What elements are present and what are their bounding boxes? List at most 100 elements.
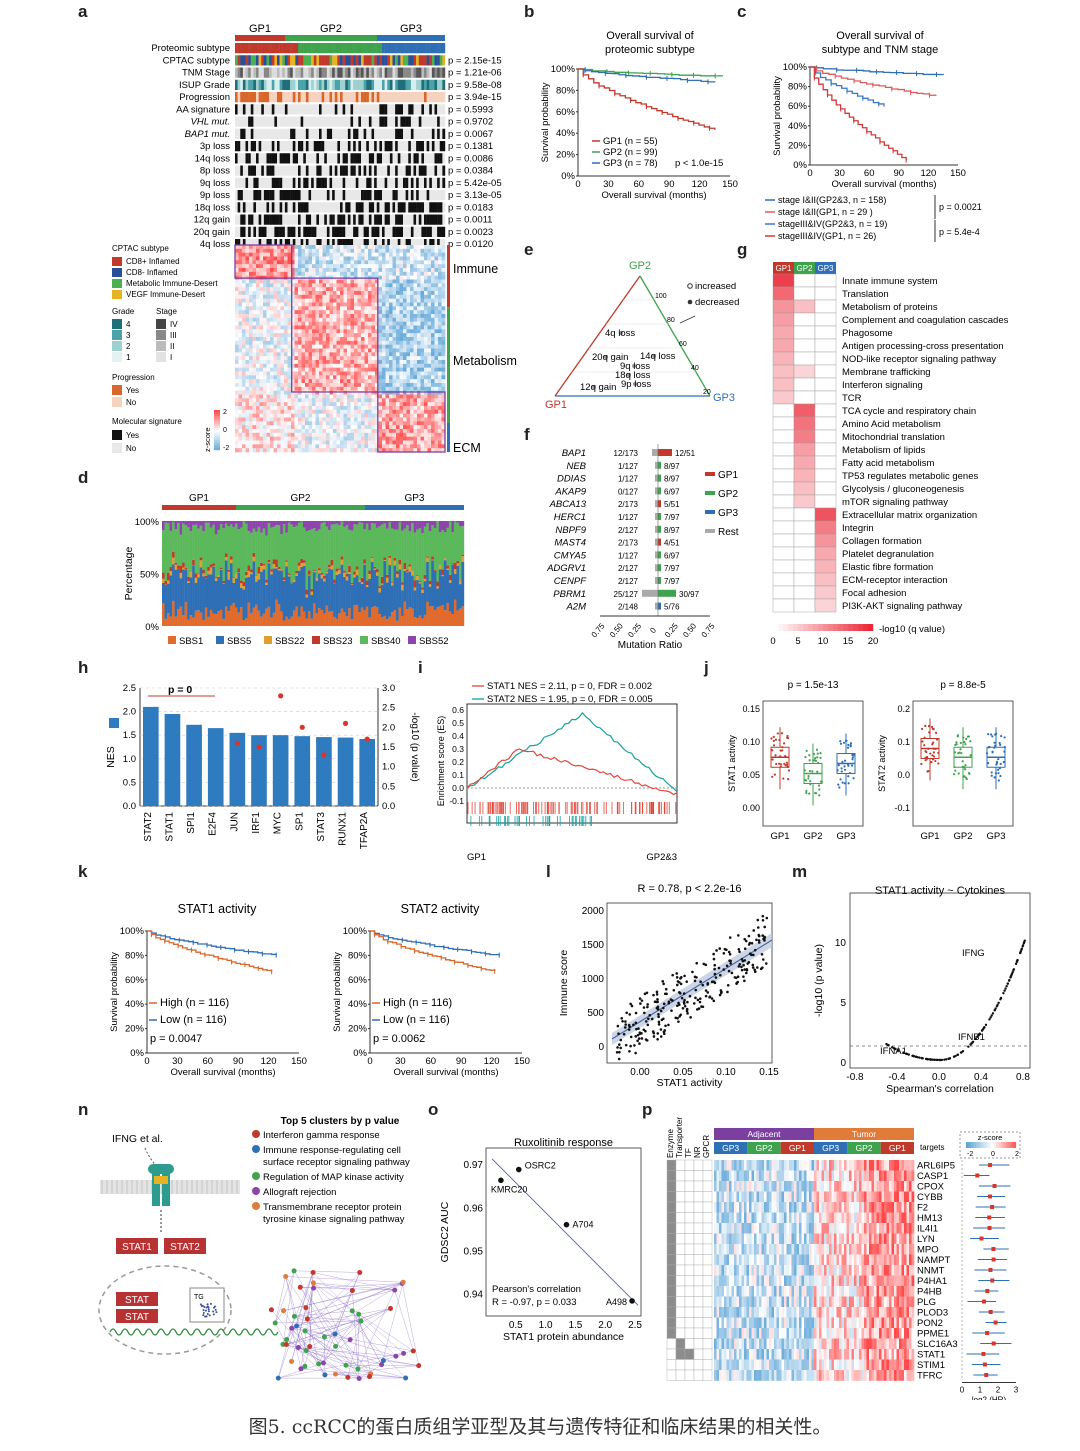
a-heat-cell bbox=[350, 340, 355, 345]
a-track-cell bbox=[350, 67, 354, 78]
a-heat-cell bbox=[252, 306, 257, 311]
a-heat-cell bbox=[308, 264, 313, 269]
a-track-cell bbox=[334, 226, 338, 237]
a-track-cell bbox=[295, 128, 299, 139]
a-heat-cell bbox=[424, 371, 428, 376]
a-heat-cell bbox=[406, 436, 411, 441]
d-group-bar bbox=[365, 505, 464, 510]
a-heat-cell bbox=[249, 294, 253, 299]
a-heat-cell bbox=[235, 436, 239, 441]
a-heat-cell bbox=[441, 306, 446, 311]
a-heat-cell bbox=[389, 325, 393, 330]
a-heat-cell bbox=[417, 275, 421, 280]
a-heat-cell bbox=[263, 287, 267, 292]
a-heat-cell bbox=[298, 386, 302, 391]
a-heat-cell bbox=[403, 333, 407, 338]
a-track-cell bbox=[300, 104, 304, 115]
a-heat-cell bbox=[329, 421, 334, 426]
a-heat-cell bbox=[378, 398, 383, 403]
a-heat-cell bbox=[357, 271, 362, 276]
a-heat-cell bbox=[413, 413, 418, 418]
a-heat-cell bbox=[406, 386, 411, 391]
a-track-cell bbox=[290, 202, 293, 213]
a-heat-cell bbox=[378, 329, 383, 334]
a-heat-cell bbox=[301, 436, 306, 441]
a-heat-cell bbox=[410, 287, 414, 292]
a-track-cell bbox=[429, 104, 433, 115]
a-heat-cell bbox=[438, 264, 442, 269]
a-track-cell bbox=[290, 128, 293, 139]
a-heat-cell bbox=[294, 379, 299, 384]
a-track-cell bbox=[371, 128, 375, 139]
d-stack-segment bbox=[177, 523, 180, 566]
a-heat-cell bbox=[441, 440, 446, 445]
a-heat-cell bbox=[256, 291, 260, 296]
a-heat-cell bbox=[284, 360, 288, 365]
a-track-cell bbox=[442, 128, 446, 139]
a-heat-cell bbox=[312, 432, 316, 437]
a-track-cell bbox=[347, 116, 351, 127]
a-track-cell bbox=[421, 116, 425, 127]
a-track-cell bbox=[392, 239, 396, 250]
a-heat-cell bbox=[266, 325, 271, 330]
a-heat-cell bbox=[252, 287, 257, 292]
a-heat-cell bbox=[291, 360, 295, 365]
a-heat-cell bbox=[245, 252, 250, 257]
a-heat-cell bbox=[417, 271, 421, 276]
a-heat-cell bbox=[406, 425, 411, 430]
a-track-label: ISUP Grade bbox=[179, 80, 230, 91]
a-track-cell bbox=[329, 67, 333, 78]
a-heat-cell bbox=[417, 302, 421, 307]
d-stack-segment bbox=[184, 602, 188, 626]
a-heat-cell bbox=[438, 386, 442, 391]
a-heat-cell bbox=[357, 321, 362, 326]
a-heat-cell bbox=[305, 386, 309, 391]
a-heat-cell bbox=[252, 394, 257, 399]
a-heat-cell bbox=[245, 402, 250, 407]
a-heat-cell bbox=[242, 409, 246, 414]
a-heat-cell bbox=[343, 344, 348, 349]
a-track-cell bbox=[235, 239, 238, 250]
a-heat-cell bbox=[326, 302, 330, 307]
a-track-cell bbox=[403, 214, 406, 225]
a-heat-cell bbox=[252, 333, 257, 338]
a-heat-cell bbox=[245, 271, 250, 276]
a-heat-cell bbox=[298, 279, 302, 284]
a-heat-cell bbox=[378, 325, 383, 330]
a-heat-cell bbox=[333, 379, 337, 384]
a-heat-cell bbox=[441, 310, 446, 315]
a-heat-cell bbox=[242, 394, 246, 399]
a-heat-cell bbox=[259, 256, 264, 261]
a-heat-cell bbox=[298, 398, 302, 403]
a-heat-cell bbox=[326, 444, 330, 449]
a-heat-cell bbox=[315, 425, 320, 430]
a-heat-cell bbox=[389, 390, 393, 395]
a-heat-cell bbox=[270, 302, 274, 307]
a-heat-cell bbox=[438, 268, 442, 273]
a-track-cell bbox=[418, 116, 422, 127]
a-heat-cell bbox=[385, 429, 390, 434]
a-heat-cell bbox=[364, 252, 369, 257]
a-track-cell bbox=[329, 128, 333, 139]
a-legend-title: Molecular signature bbox=[112, 417, 182, 426]
a-track-cell bbox=[305, 141, 309, 152]
a-heat-cell bbox=[252, 268, 257, 273]
a-heat-cell bbox=[305, 252, 309, 257]
a-heat-cell bbox=[238, 444, 243, 449]
a-heat-cell bbox=[273, 291, 278, 296]
a-heat-cell bbox=[392, 394, 397, 399]
a-track-cell bbox=[263, 55, 267, 66]
a-track-cell bbox=[408, 43, 412, 54]
a-heat-cell bbox=[273, 394, 278, 399]
a-heat-cell bbox=[343, 398, 348, 403]
a-heat-cell bbox=[319, 279, 323, 284]
a-track-cell bbox=[303, 104, 307, 115]
a-track-cell bbox=[303, 153, 307, 164]
a-heat-cell bbox=[340, 402, 344, 407]
a-heat-cell bbox=[273, 268, 278, 273]
a-track-cell bbox=[405, 79, 409, 90]
a-heat-cell bbox=[287, 379, 292, 384]
a-heat-cell bbox=[406, 409, 411, 414]
a-track-cell bbox=[242, 92, 246, 103]
a-track-cell bbox=[287, 116, 291, 127]
